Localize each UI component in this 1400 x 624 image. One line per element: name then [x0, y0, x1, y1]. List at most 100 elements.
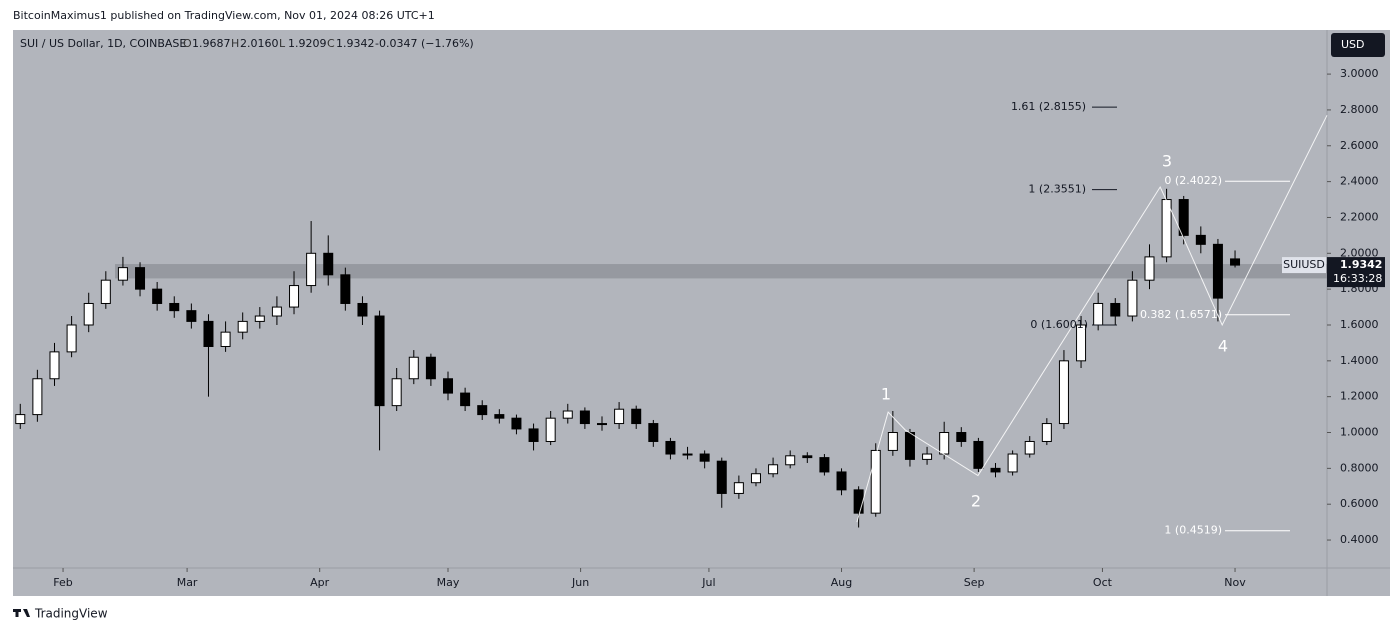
- candle: [1195, 226, 1206, 254]
- candle-body: [271, 306, 282, 317]
- wave-line: [856, 115, 1328, 523]
- candle-body: [733, 482, 744, 494]
- candle: [357, 296, 368, 325]
- candle: [254, 307, 265, 329]
- candle: [220, 321, 231, 352]
- legend-key: H: [231, 37, 239, 50]
- y-tick-label: 0.8000: [1340, 461, 1379, 474]
- candle-body: [220, 331, 231, 347]
- candle: [648, 419, 659, 447]
- candle: [425, 353, 436, 386]
- y-tick-label: 0.4000: [1340, 533, 1379, 546]
- candle-body: [1178, 199, 1189, 236]
- candle-body: [1007, 453, 1018, 473]
- candle-body: [596, 423, 607, 426]
- candle: [545, 411, 556, 446]
- candle-body: [477, 405, 488, 416]
- candle: [477, 400, 488, 420]
- candle: [66, 316, 77, 358]
- candle: [665, 437, 676, 460]
- candle: [1144, 244, 1155, 290]
- candle-body: [100, 279, 111, 304]
- candle: [562, 403, 573, 424]
- wave-label: 2: [971, 492, 981, 511]
- candle: [768, 457, 779, 478]
- candle-body: [49, 351, 60, 380]
- candle-body: [237, 320, 248, 333]
- candle-body: [1024, 440, 1035, 455]
- header: BitcoinMaximus1 published on TradingView…: [13, 9, 435, 22]
- x-tick-label: Aug: [831, 576, 852, 589]
- legend-value: 2.0160: [240, 37, 279, 50]
- fib-label: 1 (2.3551): [1028, 183, 1086, 196]
- candle-body: [460, 392, 471, 407]
- candle: [682, 446, 693, 460]
- candle: [973, 437, 984, 472]
- candle: [100, 271, 111, 309]
- candle: [579, 407, 590, 429]
- candle-body: [511, 417, 522, 430]
- candle-body: [117, 267, 128, 281]
- x-tick-label: May: [437, 576, 460, 589]
- candle-body: [614, 408, 625, 425]
- candle-body: [853, 489, 864, 514]
- candle-body: [956, 432, 967, 442]
- candle: [785, 450, 796, 469]
- candle-body: [699, 453, 710, 462]
- candle: [323, 235, 334, 286]
- legend-key: O: [183, 37, 192, 50]
- candle-body: [391, 378, 402, 407]
- candle: [1024, 436, 1035, 458]
- candle: [1110, 298, 1121, 325]
- candle-body: [579, 410, 590, 425]
- wave-label: 4: [1218, 337, 1228, 356]
- candle-body: [425, 356, 436, 380]
- price-label: 1.9342: [1340, 258, 1382, 271]
- candle-body: [323, 252, 334, 276]
- candle-body: [802, 455, 813, 459]
- candle-body: [785, 455, 796, 466]
- candle: [511, 414, 522, 435]
- candle: [819, 454, 830, 476]
- wave-label: 3: [1162, 152, 1172, 171]
- candle-body: [1093, 302, 1104, 326]
- fib-label: 0 (1.6001): [1030, 318, 1088, 331]
- candle: [203, 314, 214, 397]
- candle: [169, 296, 180, 318]
- candle-body: [1041, 423, 1052, 442]
- candle-body: [408, 356, 419, 380]
- y-tick-label: 2.6000: [1340, 139, 1379, 152]
- y-tick-label: 1.2000: [1340, 390, 1379, 403]
- candle-body: [887, 432, 898, 451]
- candle-body: [648, 423, 659, 442]
- resistance-zone: [115, 264, 1327, 279]
- candle: [460, 387, 471, 412]
- candle-body: [186, 310, 197, 322]
- candle-body: [682, 453, 693, 456]
- candle-body: [1076, 324, 1087, 362]
- candle: [408, 350, 419, 385]
- candle: [596, 416, 607, 431]
- y-tick-label: 3.0000: [1340, 67, 1379, 80]
- candle-body: [1161, 199, 1172, 258]
- y-tick-label: 0.6000: [1340, 497, 1379, 510]
- currency-box: [1331, 33, 1385, 57]
- candle: [802, 452, 813, 463]
- candle-body: [203, 320, 214, 347]
- candle: [887, 411, 898, 456]
- y-tick-label: 1.0000: [1340, 426, 1379, 439]
- candle: [1007, 450, 1018, 476]
- candle: [49, 342, 60, 386]
- x-tick-label: Apr: [310, 576, 330, 589]
- candle: [1041, 418, 1052, 446]
- candle: [1178, 195, 1189, 245]
- candle-body: [306, 252, 317, 287]
- candle: [956, 427, 967, 447]
- candle: [83, 292, 94, 333]
- candle-body: [152, 288, 163, 304]
- candle: [1076, 316, 1087, 368]
- legend-value: 1.9687: [192, 37, 231, 50]
- candle-body: [973, 440, 984, 469]
- logo: [13, 609, 30, 617]
